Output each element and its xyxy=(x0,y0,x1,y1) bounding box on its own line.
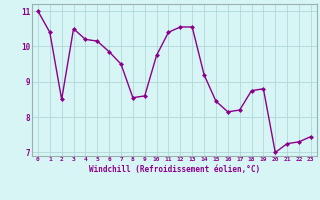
X-axis label: Windchill (Refroidissement éolien,°C): Windchill (Refroidissement éolien,°C) xyxy=(89,165,260,174)
